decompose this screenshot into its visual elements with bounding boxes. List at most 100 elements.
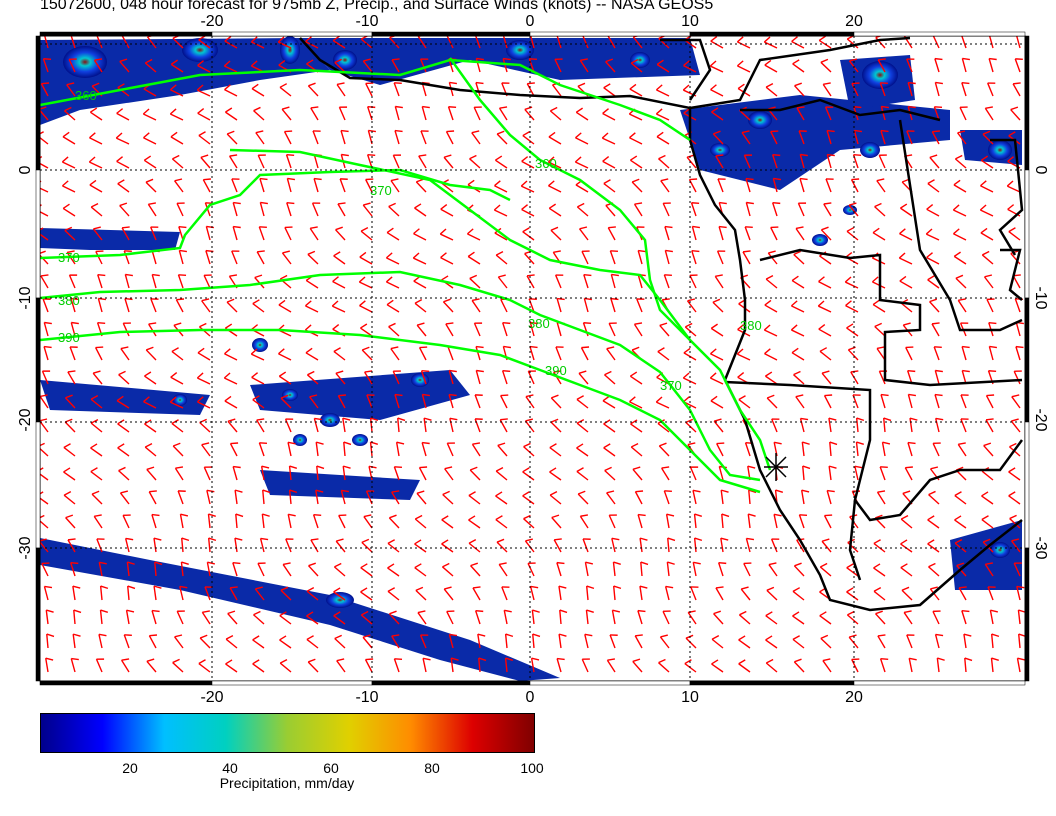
wind-barb-icon (42, 298, 51, 313)
wind-barb-icon (585, 585, 595, 601)
wind-barb-icon (365, 490, 375, 505)
wind-barb-icon (332, 276, 346, 289)
wind-barb-icon (798, 514, 808, 529)
wind-barb-icon (475, 369, 484, 385)
wind-barb-icon (315, 489, 324, 505)
wind-barb-icon (178, 249, 188, 265)
wind-barb-icon (393, 658, 403, 673)
wind-barb-icon (521, 204, 535, 217)
wind-barb-icon (196, 372, 211, 385)
wind-barb-icon (119, 490, 130, 505)
wind-barb-icon (954, 491, 967, 505)
wind-barb-icon (504, 633, 514, 649)
wind-barb-icon (414, 203, 427, 217)
wind-barb-icon (474, 394, 483, 409)
wind-barb-icon (40, 418, 49, 433)
wind-barb-icon (469, 274, 481, 289)
wind-barb-icon (874, 202, 886, 217)
wind-barb-icon (983, 442, 994, 457)
wind-barb-icon (801, 441, 810, 457)
wind-barb-icon (663, 274, 672, 289)
wind-barb-icon (70, 561, 79, 577)
wind-barb-icon (581, 250, 590, 265)
wind-barb-icon (664, 225, 673, 241)
wind-barb-icon (952, 204, 967, 217)
wind-barb-icon (64, 394, 76, 409)
precip-cell (506, 40, 534, 60)
wind-barb-icon (630, 155, 643, 169)
wind-barb-icon (526, 82, 535, 97)
wind-barb-icon (420, 130, 429, 145)
wind-barb-icon (449, 417, 458, 433)
wind-barb-icon (150, 226, 159, 241)
wind-barb-icon (765, 371, 778, 385)
wind-barb-icon (144, 371, 157, 385)
wind-barb-icon (961, 369, 970, 385)
wind-barb-icon (553, 538, 562, 553)
wind-barb-icon (745, 177, 754, 193)
wind-barb-icon (990, 657, 999, 673)
wind-barb-icon (252, 659, 265, 673)
wind-barb-icon (608, 514, 617, 529)
wind-barb-icon (548, 203, 562, 217)
wind-barb-icon (932, 36, 941, 49)
wind-barb-icon (879, 82, 888, 97)
wind-barb-icon (414, 514, 427, 529)
wind-barb-icon (42, 58, 52, 73)
wind-barb-icon (525, 394, 535, 409)
wind-barb-icon (478, 657, 487, 673)
contour-label: 380 (528, 316, 550, 331)
precip-cell (748, 111, 772, 129)
wind-barb-icon (283, 130, 293, 145)
wind-barb-icon (125, 609, 135, 625)
wind-barb-icon (822, 658, 832, 673)
wind-barb-icon (498, 562, 508, 577)
wind-barb-icon (819, 611, 832, 625)
wind-barb-icon (418, 346, 428, 361)
wind-barb-icon (847, 346, 859, 361)
wind-barb-icon (692, 489, 701, 505)
contour-label: 380 (740, 318, 762, 333)
wind-barb-icon (225, 635, 238, 649)
wind-barb-icon (359, 251, 373, 265)
wind-barb-icon (68, 58, 77, 73)
lon-tick-top: -20 (200, 13, 223, 30)
wind-barb-icon (960, 36, 970, 49)
wind-barb-icon (906, 130, 915, 145)
colorbar-tick: 80 (424, 760, 440, 776)
wind-barb-icon (257, 154, 266, 169)
wind-barb-icon (634, 634, 643, 649)
wind-barb-icon (287, 441, 296, 457)
wind-barb-icon (174, 634, 184, 649)
wind-barb-icon (689, 466, 699, 481)
wind-barb-icon (602, 108, 616, 121)
wind-barb-icon (116, 156, 130, 169)
wind-barb-icon (904, 466, 913, 481)
wind-barb-icon (64, 226, 76, 241)
wind-barb-icon (877, 58, 886, 73)
wind-barb-icon (743, 154, 753, 169)
wind-barb-icon (907, 393, 917, 409)
bottom-lon-ticks: -20 -10 0 10 20 (200, 689, 863, 706)
wind-barb-icon (793, 562, 805, 577)
wind-barb-icon (445, 130, 455, 145)
wind-barb-icon (448, 393, 457, 409)
wind-barb-icon (900, 563, 913, 577)
wind-barb-icon (391, 634, 400, 649)
wind-barb-icon (442, 490, 454, 505)
wind-barb-icon (40, 491, 49, 505)
wind-barb-icon (146, 466, 157, 481)
wind-barb-icon (846, 227, 859, 241)
wind-barb-icon (851, 658, 860, 673)
wind-barb-icon (361, 538, 373, 553)
wind-barb-icon (796, 106, 805, 121)
wind-barb-icon (201, 442, 211, 457)
wind-barb-icon (844, 276, 859, 289)
wind-barb-icon (307, 250, 319, 265)
wind-barb-icon (144, 442, 157, 457)
wind-barb-icon (62, 203, 76, 217)
wind-barb-icon (629, 132, 643, 145)
wind-barb-icon (202, 178, 211, 193)
wind-barb-icon (415, 586, 427, 601)
wind-barb-icon (715, 154, 724, 169)
